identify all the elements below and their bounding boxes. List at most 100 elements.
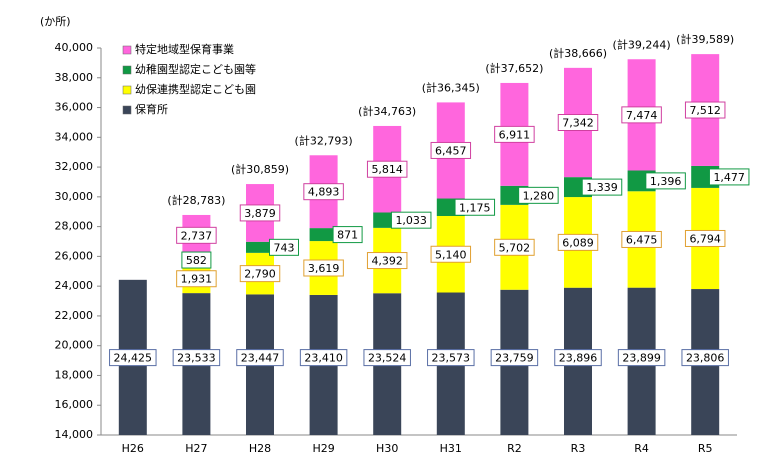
data-label: 7,512: [689, 104, 721, 117]
y-tick-label: 18,000: [55, 368, 94, 381]
y-tick-label: 26,000: [55, 249, 94, 262]
legend-swatch: [122, 85, 132, 95]
data-label: 23,410: [304, 352, 343, 365]
data-label: 23,899: [622, 352, 661, 365]
data-label-box: [494, 125, 535, 143]
data-label-box: [172, 349, 221, 367]
legend-label: 特定地域型保育事業: [135, 42, 234, 56]
total-label: (計28,783): [167, 193, 225, 207]
data-label-box: [490, 349, 539, 367]
x-tick-label: H27: [185, 442, 207, 455]
total-label: (計39,244): [613, 37, 671, 51]
y-tick-label: 24,000: [55, 279, 94, 292]
data-label: 23,447: [241, 352, 280, 365]
total-label: (計30,859): [231, 162, 289, 176]
data-label: 23,759: [495, 352, 534, 365]
data-label-box: [621, 230, 662, 248]
data-label: 7,474: [626, 109, 658, 122]
y-tick-label: 34,000: [55, 130, 94, 143]
data-label: 4,893: [308, 186, 340, 199]
data-label: 5,140: [435, 248, 467, 261]
data-label-box: [269, 238, 299, 256]
data-label: 23,806: [686, 352, 725, 365]
data-label: 6,457: [435, 144, 467, 157]
y-tick-label: 38,000: [55, 71, 94, 84]
data-label: 2,737: [181, 229, 213, 242]
y-tick-label: 14,000: [55, 428, 94, 441]
data-label-box: [239, 204, 281, 222]
x-tick-label: R5: [698, 442, 713, 455]
data-label-box: [518, 186, 559, 204]
data-label: 3,879: [244, 207, 276, 220]
y-tick-label: 20,000: [55, 339, 94, 352]
data-label: 1,280: [523, 189, 555, 202]
data-label-box: [390, 211, 432, 229]
legend-label: 幼稚園型認定こども園等: [135, 62, 256, 76]
x-tick-label: H28: [249, 442, 271, 455]
x-tick-label: H31: [440, 442, 462, 455]
bar-segment: [246, 241, 274, 253]
data-label-box: [621, 106, 662, 124]
y-tick-label: 16,000: [55, 398, 94, 411]
data-label-box: [684, 101, 726, 119]
data-label: 3,619: [308, 262, 340, 275]
total-label: (計39,589): [676, 32, 734, 46]
data-label-box: [299, 349, 348, 367]
total-label: (計36,345): [422, 80, 480, 94]
data-label-box: [581, 178, 623, 196]
legend-label: 保育所: [135, 102, 168, 116]
y-tick-label: 40,000: [55, 41, 94, 54]
legend-label: 幼保連携型認定こども園: [135, 82, 256, 96]
data-label: 24,425: [114, 352, 153, 365]
data-label: 1,931: [181, 273, 213, 286]
data-label-box: [363, 349, 411, 367]
data-label: 1,339: [586, 181, 618, 194]
data-label-box: [554, 349, 602, 367]
data-label-box: [109, 349, 157, 367]
data-label: 7,342: [562, 116, 594, 129]
data-label: 23,573: [432, 352, 471, 365]
y-tick-label: 30,000: [55, 190, 94, 203]
data-label: 1,396: [650, 175, 682, 188]
data-label-box: [684, 229, 726, 247]
data-label-box: [176, 226, 217, 244]
total-label: (計37,652): [485, 61, 543, 75]
data-label-box: [303, 259, 344, 277]
data-label-box: [494, 238, 535, 256]
legend-swatch: [122, 65, 132, 75]
x-tick-label: R4: [634, 442, 649, 455]
data-label-box: [332, 226, 363, 244]
y-tick-label: 22,000: [55, 309, 94, 322]
data-label-box: [617, 349, 666, 367]
y-tick-label: 36,000: [55, 101, 94, 114]
data-label: 582: [186, 254, 207, 267]
data-label: 6,475: [626, 233, 658, 246]
data-label-box: [557, 233, 599, 251]
x-tick-label: R3: [571, 442, 586, 455]
x-tick-label: H30: [376, 442, 398, 455]
data-label-box: [181, 251, 212, 269]
data-label-box: [681, 349, 729, 367]
total-label: (計38,666): [549, 46, 607, 60]
data-label-box: [366, 160, 408, 178]
data-label: 6,089: [562, 236, 594, 249]
data-label-box: [239, 265, 281, 283]
legend-swatch: [122, 45, 132, 55]
total-label: (計32,793): [295, 133, 353, 147]
data-label: 1,477: [713, 171, 745, 184]
data-label: 1,033: [395, 214, 427, 227]
y-unit-label: (か所): [40, 15, 71, 28]
x-tick-label: H26: [122, 442, 144, 455]
data-label: 743: [274, 241, 295, 254]
data-label: 23,896: [559, 352, 598, 365]
data-label-box: [430, 245, 472, 263]
data-label: 23,533: [177, 352, 216, 365]
data-label-box: [236, 349, 284, 367]
data-label-box: [708, 168, 750, 186]
data-label-box: [454, 198, 496, 216]
y-tick-label: 32,000: [55, 160, 94, 173]
data-label-box: [303, 183, 344, 201]
data-label: 1,175: [459, 201, 491, 214]
data-label-box: [366, 252, 408, 270]
